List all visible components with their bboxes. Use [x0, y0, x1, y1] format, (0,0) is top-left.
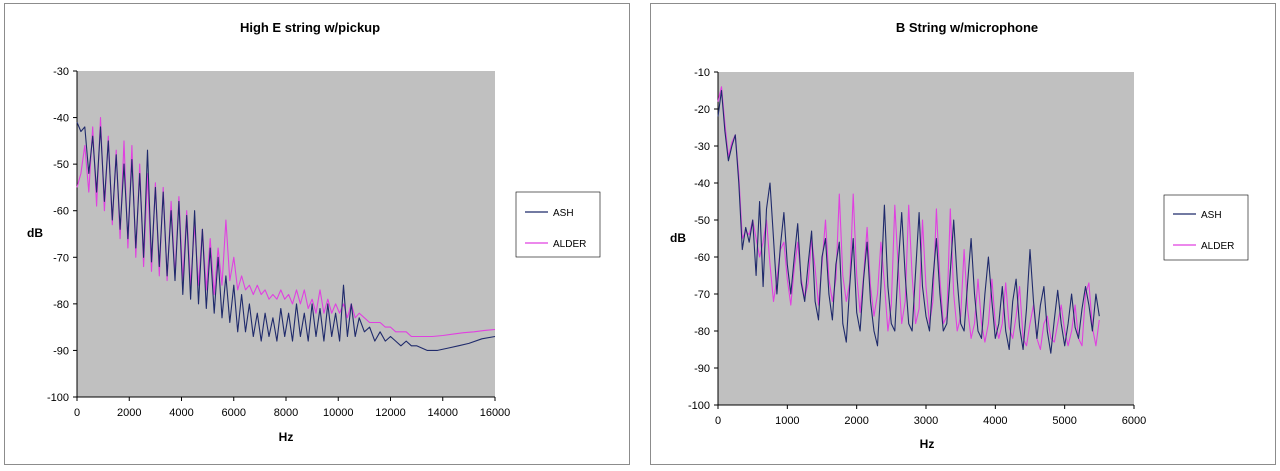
y-tick-label: -60 — [694, 252, 710, 264]
x-axis-label: Hz — [279, 430, 294, 444]
y-tick-label: -70 — [694, 289, 710, 301]
x-tick-label: 12000 — [375, 407, 406, 419]
x-tick-label: 0 — [715, 415, 721, 427]
chart-panel-b-string: B String w/microphone -10 -20 -30 -40 -50 -60… — [650, 3, 1276, 465]
x-tick-label: 4000 — [169, 407, 193, 419]
chart-b-string-svg: B String w/microphone -10 -20 -30 -40 -50 -60… — [670, 20, 1249, 451]
y-tick-label: -70 — [53, 252, 69, 264]
legend-box — [515, 191, 601, 258]
x-tick-label: 8000 — [274, 407, 298, 419]
x-axis-label: Hz — [920, 437, 935, 451]
y-tick-label: -30 — [53, 66, 69, 78]
x-tick-label: 2000 — [844, 415, 868, 427]
y-tick-label: -100 — [688, 400, 710, 412]
x-tick-label: 0 — [74, 407, 80, 419]
y-tick-label: -40 — [53, 113, 69, 125]
series-line-ash — [76, 121, 496, 351]
x-tick-label: 14000 — [427, 407, 458, 419]
y-tick-label: -10 — [694, 67, 710, 79]
x-tick-label: 4000 — [983, 415, 1007, 427]
x-tick-label: 6000 — [1122, 415, 1146, 427]
y-tick-label: -80 — [53, 299, 69, 311]
y-axis-label: dB — [670, 231, 686, 245]
chart-title: High E string w/pickup — [240, 20, 380, 35]
legend-box — [1163, 194, 1249, 261]
plot-area — [718, 72, 1134, 405]
x-tick-label: 10000 — [323, 407, 354, 419]
x-tick-label: 1000 — [775, 415, 799, 427]
y-tick-label: -90 — [694, 363, 710, 375]
y-tick-label: -40 — [694, 178, 710, 190]
legend-label-ash: ASH — [553, 208, 574, 219]
legend-label-alder: ALDER — [553, 239, 586, 250]
y-axis-label: dB — [27, 226, 43, 240]
legend-label-ash: ASH — [1201, 210, 1222, 221]
legend-label-alder: ALDER — [1201, 241, 1234, 252]
y-tick-label: -50 — [694, 215, 710, 227]
plot-area — [77, 71, 495, 397]
legend: ASH ALDER — [515, 191, 601, 258]
x-tick-label: 5000 — [1052, 415, 1076, 427]
y-tick-label: -100 — [47, 392, 69, 404]
x-tick-label: 16000 — [480, 407, 511, 419]
x-tick-label: 2000 — [117, 407, 141, 419]
y-tick-label: -90 — [53, 345, 69, 357]
y-tick-label: -50 — [53, 159, 69, 171]
x-tick-label: 6000 — [222, 407, 246, 419]
chart-high-e-svg: High E string w/pickup -30 -40 -50 -60 -70 -8… — [27, 20, 601, 444]
legend: ASH ALDER — [1163, 194, 1249, 261]
series-line-ash — [717, 89, 1100, 354]
y-tick-label: -80 — [694, 326, 710, 338]
y-tick-label: -20 — [694, 104, 710, 116]
y-tick-label: -30 — [694, 141, 710, 153]
y-tick-label: -60 — [53, 206, 69, 218]
chart-title: B String w/microphone — [896, 20, 1038, 35]
series-line-alder — [76, 117, 496, 338]
x-tick-label: 3000 — [914, 415, 938, 427]
chart-panel-high-e: High E string w/pickup -30 -40 -50 -60 -70 -8… — [4, 3, 630, 465]
